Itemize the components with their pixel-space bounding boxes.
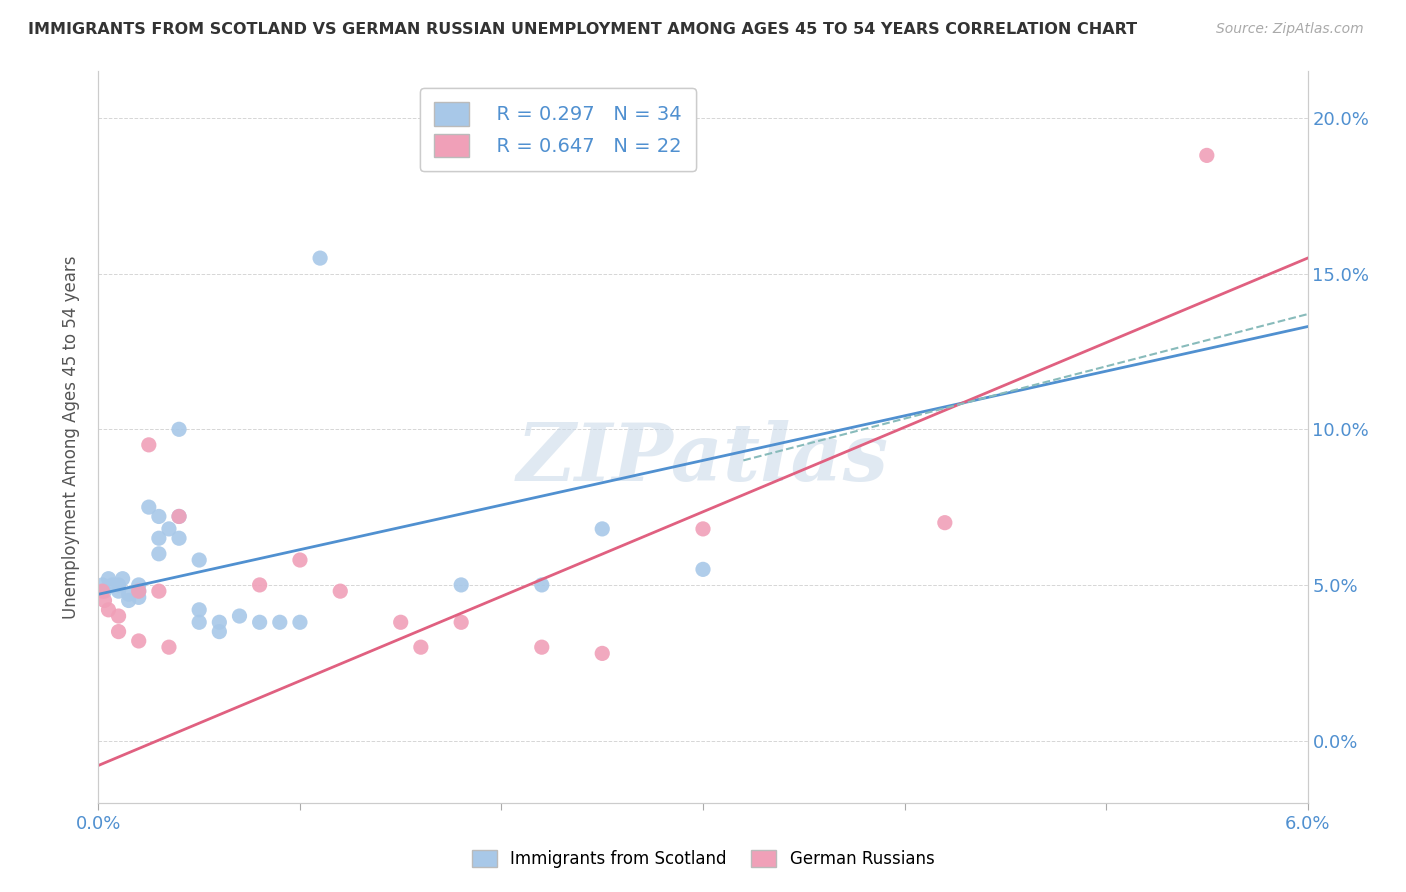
Legend:   R = 0.297   N = 34,   R = 0.647   N = 22: R = 0.297 N = 34, R = 0.647 N = 22 xyxy=(420,88,696,171)
Point xyxy=(1195,148,1218,162)
Point xyxy=(530,578,553,592)
Point xyxy=(228,609,250,624)
Point xyxy=(138,500,160,515)
Point xyxy=(157,522,180,536)
Point xyxy=(934,516,956,530)
Point xyxy=(530,640,553,655)
Point xyxy=(450,578,472,592)
Point xyxy=(269,615,291,630)
Point xyxy=(591,522,613,536)
Point xyxy=(208,624,231,639)
Point xyxy=(107,624,129,639)
Point xyxy=(118,587,141,601)
Point xyxy=(167,422,190,436)
Point xyxy=(107,584,129,599)
Point xyxy=(288,553,311,567)
Point xyxy=(138,438,160,452)
Point xyxy=(167,509,190,524)
Point xyxy=(148,509,170,524)
Point xyxy=(450,615,472,630)
Point xyxy=(107,609,129,624)
Point xyxy=(188,615,211,630)
Point xyxy=(97,572,120,586)
Point xyxy=(249,615,271,630)
Point xyxy=(188,603,211,617)
Point xyxy=(148,547,170,561)
Text: IMMIGRANTS FROM SCOTLAND VS GERMAN RUSSIAN UNEMPLOYMENT AMONG AGES 45 TO 54 YEAR: IMMIGRANTS FROM SCOTLAND VS GERMAN RUSSI… xyxy=(28,22,1137,37)
Point xyxy=(118,593,141,607)
Point xyxy=(329,584,352,599)
Point xyxy=(111,572,134,586)
Point xyxy=(249,578,271,592)
Point xyxy=(692,522,714,536)
Point xyxy=(128,578,150,592)
Point xyxy=(288,615,311,630)
Text: ZIPatlas: ZIPatlas xyxy=(517,420,889,498)
Point xyxy=(101,578,124,592)
Point xyxy=(91,578,114,592)
Point xyxy=(93,593,115,607)
Point xyxy=(157,640,180,655)
Text: Source: ZipAtlas.com: Source: ZipAtlas.com xyxy=(1216,22,1364,37)
Point xyxy=(208,615,231,630)
Point xyxy=(93,584,115,599)
Point xyxy=(128,584,150,599)
Point xyxy=(167,509,190,524)
Point xyxy=(409,640,432,655)
Point xyxy=(188,553,211,567)
Point xyxy=(128,584,150,599)
Point xyxy=(167,531,190,545)
Point xyxy=(389,615,412,630)
Point xyxy=(692,562,714,576)
Point xyxy=(128,591,150,605)
Point xyxy=(148,584,170,599)
Legend: Immigrants from Scotland, German Russians: Immigrants from Scotland, German Russian… xyxy=(465,843,941,875)
Point xyxy=(97,603,120,617)
Point xyxy=(107,578,129,592)
Y-axis label: Unemployment Among Ages 45 to 54 years: Unemployment Among Ages 45 to 54 years xyxy=(62,255,80,619)
Point xyxy=(128,634,150,648)
Point xyxy=(309,251,332,265)
Point xyxy=(591,647,613,661)
Point xyxy=(91,584,114,599)
Point xyxy=(148,531,170,545)
